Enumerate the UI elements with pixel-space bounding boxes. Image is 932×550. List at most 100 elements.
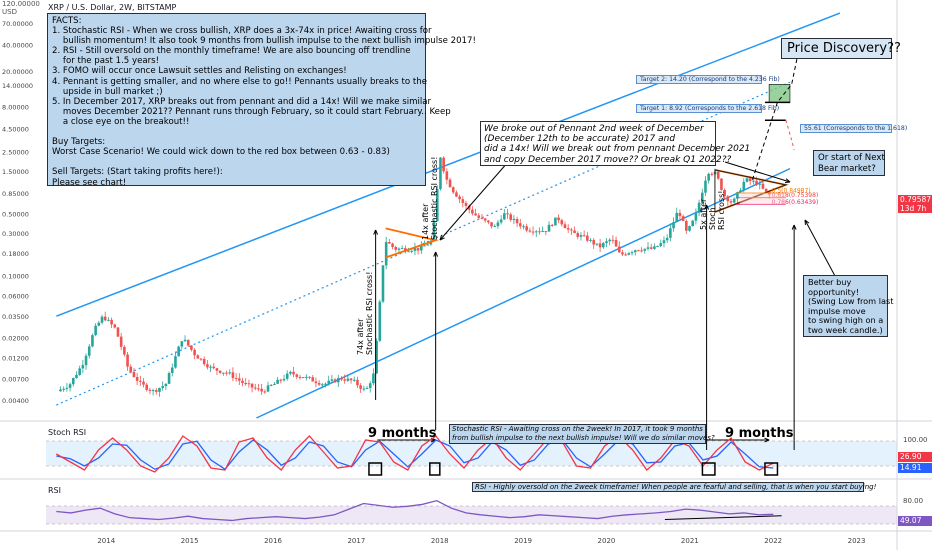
upper-channel-line [56, 12, 841, 317]
candle-body [541, 231, 544, 233]
candle-body [340, 378, 343, 380]
candle-body [451, 187, 455, 193]
arrow-pennant-note-2-head [784, 178, 791, 184]
candle-body [327, 380, 331, 384]
stoch-pane-title: Stoch RSI [48, 428, 87, 437]
candles-layer [59, 156, 771, 397]
candle-body [598, 243, 602, 248]
candle-body [573, 230, 576, 234]
candle-body [528, 230, 532, 232]
candle-body [732, 198, 736, 203]
candle-body [349, 378, 353, 381]
candle-body [375, 340, 378, 374]
candle-body [365, 388, 369, 390]
rsi-line [56, 499, 774, 522]
time-tick-label: 2020 [598, 537, 616, 545]
candle-body [158, 387, 161, 392]
candle-body [260, 388, 263, 392]
candle-body [691, 220, 695, 227]
candle-body [91, 335, 94, 347]
candle-body [499, 219, 503, 223]
candle-body [678, 212, 682, 217]
arrow-buy-opportunity [804, 219, 836, 277]
candle-body [330, 379, 334, 381]
candle-body [78, 368, 81, 375]
stoch-k-tag: 26.90 [898, 452, 932, 462]
facts-note[interactable]: FACTS: 1. Stochastic RSI - When we cross… [47, 13, 476, 188]
fib1618-label[interactable]: 55.61 (Corresponds to the 1.618) [800, 124, 907, 133]
candle-body [531, 231, 535, 233]
pennant-note[interactable]: We broke out of Pennant 2nd week of Dece… [480, 121, 750, 166]
rsi-band [46, 506, 897, 524]
time-tick-label: 2019 [514, 537, 532, 545]
candle-body [416, 248, 420, 251]
candle-body [461, 199, 465, 203]
arrow-pennant-note-2 [724, 161, 791, 183]
candle-body [640, 250, 643, 252]
candle-body [477, 215, 481, 218]
stoch-highlight-box [764, 462, 779, 476]
candle-body [675, 212, 679, 223]
candle-body [193, 349, 196, 356]
candle-body [745, 178, 749, 182]
candle-body [506, 213, 509, 215]
time-tick-label: 2017 [347, 537, 365, 545]
candle-body [723, 189, 726, 197]
candle-body [145, 384, 149, 390]
candle-body [126, 354, 129, 367]
candle-body [483, 218, 487, 221]
target1-label[interactable]: Target 1: 8.92 (Corresponds to the 2.618… [636, 104, 779, 113]
label-14x: 14x after Stochastic RSI cross! [421, 157, 439, 240]
nine-months-label-2021: 9 months [725, 426, 794, 441]
candle-body [589, 239, 592, 241]
candle-body [716, 171, 720, 179]
stoch-band [46, 441, 897, 466]
stoch-k-line [56, 435, 774, 473]
candle-body [582, 235, 586, 237]
candle-body [685, 220, 688, 231]
candle-body [748, 178, 752, 182]
candle-body [407, 251, 410, 253]
candle-body [688, 226, 691, 231]
time-tick-label: 2015 [181, 537, 199, 545]
candle-body [177, 346, 180, 357]
price-tick-label: 0.18000 [2, 250, 29, 258]
price-tick-label: 0.00700 [2, 375, 29, 383]
candle-body [458, 196, 461, 200]
buy-opportunity-note[interactable]: Better buy opportunity! (Swing Low from … [803, 275, 894, 337]
candle-body [87, 346, 91, 356]
candle-body [384, 242, 388, 266]
candle-body [174, 356, 177, 368]
stoch-highlight-box [701, 462, 716, 476]
price-discovery-note[interactable]: Price Discovery?? [781, 38, 901, 59]
price-tick-label: 0.30000 [2, 230, 29, 238]
candle-body [764, 188, 768, 192]
buy-zone-box [739, 193, 786, 205]
arrow-pennant-note [439, 161, 509, 241]
rsi-tick-80: 80.00 [903, 497, 923, 505]
candle-body [378, 301, 382, 341]
candle-body [624, 254, 627, 256]
candle-body [372, 373, 375, 384]
candle-body [704, 180, 707, 193]
candle-body [285, 373, 289, 379]
candle-body [697, 202, 701, 213]
candle-body [490, 222, 493, 227]
candle-body [471, 209, 474, 214]
candle-body [560, 220, 564, 225]
projection-up-path [751, 44, 801, 180]
bear-market-note[interactable]: Or start of Next Bear market? [813, 150, 885, 176]
stoch-note[interactable]: Stochastic RSI - Awaiting cross on the 2… [449, 424, 715, 444]
candle-body [633, 250, 637, 253]
candle-body [554, 217, 557, 226]
candle-body [292, 371, 295, 375]
stoch-highlight-box [368, 462, 383, 476]
target2-label[interactable]: Target 2: 14.20 (Correspond to the 4.236… [636, 75, 780, 84]
candle-body [602, 243, 605, 248]
rsi-note[interactable]: RSI - Highly oversold on the 2week timef… [472, 482, 876, 492]
candle-body [423, 245, 426, 247]
candle-body [139, 380, 142, 382]
candle-body [71, 378, 75, 385]
candle-body [630, 252, 634, 254]
candle-body [646, 247, 650, 249]
